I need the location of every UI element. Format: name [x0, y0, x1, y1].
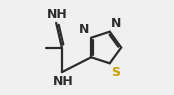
Text: NH: NH: [53, 75, 74, 88]
Text: NH: NH: [47, 8, 68, 21]
Text: S: S: [111, 66, 120, 79]
Text: N: N: [111, 17, 121, 30]
Text: N: N: [78, 23, 89, 36]
